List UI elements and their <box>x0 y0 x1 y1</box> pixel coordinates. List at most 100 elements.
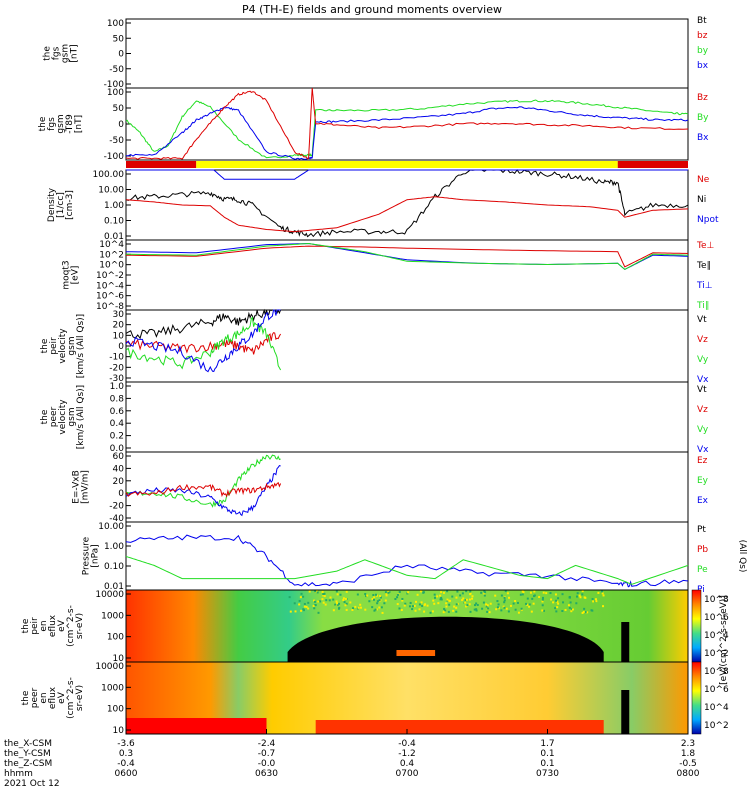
heatmap-cell <box>579 596 582 599</box>
ytick-label: 10^-2 <box>96 271 124 281</box>
heatmap-cell <box>461 592 464 595</box>
heatmap-cell <box>471 597 474 600</box>
heatmap-cell <box>336 602 339 605</box>
heatmap-cell <box>440 591 443 594</box>
ylabel-line: -T89 <box>65 114 75 134</box>
legend-entry: Bx <box>697 133 709 143</box>
heatmap-cell <box>462 597 465 600</box>
heatmap-cell <box>372 594 375 597</box>
legend-entry: Npot <box>697 215 719 225</box>
heatmap-cell <box>434 596 437 599</box>
legend-entry: Ey <box>697 476 709 486</box>
heatmap-cell <box>371 606 374 609</box>
ytick-label: -50 <box>109 65 124 75</box>
heatmap-cell <box>385 594 388 597</box>
heatmap-cell <box>403 604 406 607</box>
colorbar-tick: 10^4 <box>704 703 729 713</box>
heatmap-cell <box>555 610 558 613</box>
heatmap-cell <box>554 593 557 596</box>
heatmap-cell <box>526 603 529 606</box>
heatmap-cell <box>321 590 324 593</box>
heatmap-gap <box>621 690 630 734</box>
heatmap-cell <box>329 596 332 599</box>
heatmap-cell <box>440 598 443 601</box>
heatmap-cell <box>401 597 404 600</box>
heatmap-cell <box>483 590 486 593</box>
heatmap-cell <box>526 597 529 600</box>
heatmap-cell <box>414 600 417 603</box>
heatmap-cell <box>575 595 578 598</box>
heatmap-cell <box>373 609 376 612</box>
heatmap-cell <box>293 602 296 605</box>
panel-peer_velocity: 1.0 0.8 0.6 0.4 0.2 0.0 the peer velocity gsm [km/… <box>40 381 709 455</box>
heatmap-cell <box>531 597 534 600</box>
ytick-label: 0.4 <box>110 419 125 429</box>
ytick-label: 40 <box>113 464 125 474</box>
ylabel: the peir en eflux eV (cm^2-s-sr-eV) <box>21 605 85 647</box>
ytick-label: -30 <box>109 374 124 384</box>
heatmap-cell <box>334 603 337 606</box>
heatmap-cell <box>507 610 510 613</box>
panel-temperature: 10^410^210^010^-210^-410^-610^-8 moqt3 [eV… <box>62 239 715 312</box>
heatmap-cell <box>359 606 362 609</box>
heatmap-cell <box>469 590 472 593</box>
ytick-label: 10^-6 <box>96 292 124 302</box>
heatmap-cell <box>452 609 455 612</box>
heatmap-cell <box>400 608 403 611</box>
legend-entry: Te∥ <box>696 261 711 271</box>
ylabel-line: the <box>21 690 31 705</box>
heatmap-cell <box>364 593 367 596</box>
heatmap-cell <box>516 601 519 604</box>
heatmap-cell <box>555 599 558 602</box>
heatmap-cell <box>324 603 327 606</box>
heatmap-cell <box>583 607 586 610</box>
heatmap-cell <box>541 600 544 603</box>
heatmap-cell <box>530 610 533 613</box>
heatmap-cell <box>339 593 342 596</box>
heatmap-cell <box>317 600 320 603</box>
heatmap-cell <box>561 593 564 596</box>
heatmap-cell <box>322 601 325 604</box>
ylabel-line: sr-eV) <box>75 685 85 711</box>
xaxis-row-value: 0.4 <box>400 759 415 769</box>
panel-frame <box>125 18 689 89</box>
ytick-label: 1.00 <box>104 542 124 552</box>
heatmap-cell <box>495 608 498 611</box>
heatmap-cell <box>303 605 306 608</box>
ytick-label: 10^-8 <box>96 302 124 312</box>
heatmap-cell <box>538 595 541 598</box>
heatmap-cell <box>440 596 443 599</box>
heatmap-cell <box>308 590 311 593</box>
series-Ne-line <box>125 196 689 233</box>
heatmap-cell <box>332 609 335 612</box>
heatmap-cell <box>338 602 341 605</box>
heatmap-cell <box>504 590 507 593</box>
ylabel: Pressure [nPa] <box>82 536 101 575</box>
heatmap-cell <box>600 590 603 593</box>
heatmap-cell <box>465 590 468 593</box>
heatmap-cell <box>445 605 448 608</box>
xaxis-row-label: the_X-CSM <box>4 739 52 749</box>
ytick-label: 10 <box>113 726 125 736</box>
heatmap-cell <box>302 609 305 612</box>
heatmap-cell <box>313 599 316 602</box>
legend-entry: Vx <box>697 445 709 455</box>
ylabel-line: [cm-3] <box>65 190 75 220</box>
heatmap-cell <box>533 594 536 597</box>
heatmap-cell <box>591 609 594 612</box>
xaxis-row-value: -1.2 <box>398 749 416 759</box>
ylabel-line: eV <box>57 619 67 632</box>
legend-entry: Pt <box>697 525 706 535</box>
heatmap-cell <box>468 598 471 601</box>
panel-pressure: 10.001.000.100.01Pressure[nPa]PtPbPePi(A… <box>82 521 747 595</box>
colorbar-tick: 10^6 <box>704 685 729 695</box>
heatmap-cell <box>374 608 377 611</box>
legend-entry: Ti⊥ <box>696 281 713 291</box>
ytick-label: 1.0 <box>110 382 125 392</box>
ylabel: the fgs gsm [nT] <box>43 44 80 63</box>
ylabel-line: [1/cc] <box>56 192 66 218</box>
heatmap-cell <box>483 592 486 595</box>
ylabel-line: gsm <box>56 114 66 133</box>
heatmap-cell <box>541 604 544 607</box>
date-label: 2021 Oct 12 <box>4 779 60 789</box>
